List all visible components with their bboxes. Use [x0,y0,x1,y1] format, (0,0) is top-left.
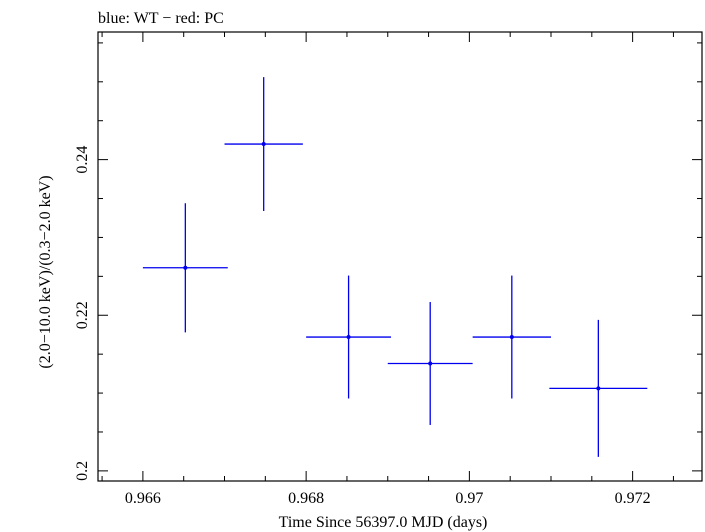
y-tick-label: 0.22 [74,301,91,329]
x-tick-label: 0.972 [615,490,651,507]
data-series [142,77,648,457]
point-marker [428,361,433,366]
x-tick-label: 0.97 [455,490,483,507]
point-marker [261,142,266,147]
y-tick-label: 0.2 [74,461,91,481]
data-point [224,77,303,211]
data-point [549,319,648,457]
y-axis-label: (2.0−10.0 keV)/(0.3−2.0 keV) [37,175,54,368]
x-axis-label: Time Since 56397.0 MJD (days) [279,514,488,531]
chart-title: blue: WT − red: PC [98,10,224,27]
data-point [387,302,473,425]
x-tick-label: 0.968 [288,490,324,507]
y-axis: 0.2 0.22 0.24 [74,42,702,481]
x-tick-label: 0.966 [125,490,161,507]
point-marker [509,335,514,340]
point-marker [183,265,188,270]
plot-frame [97,31,703,482]
point-marker [346,335,351,340]
data-point [472,275,551,399]
data-point [142,203,228,333]
data-point [306,275,392,399]
x-axis: 0.966 0.968 0.97 0.972 [101,32,674,507]
y-tick-label: 0.24 [74,146,91,174]
point-marker [596,386,601,391]
